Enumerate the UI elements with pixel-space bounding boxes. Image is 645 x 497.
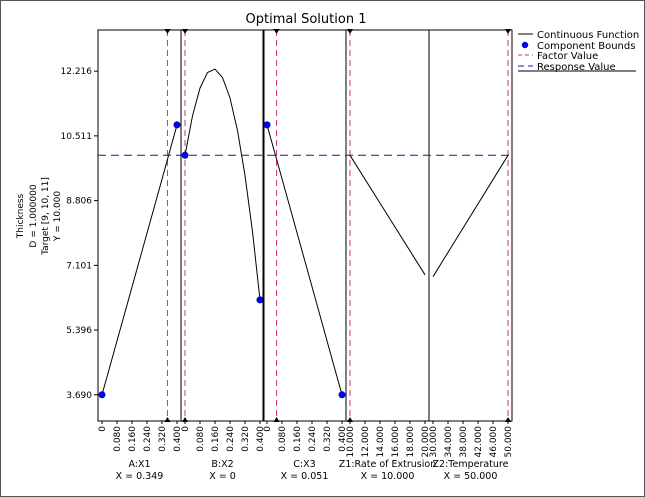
factor-name: Z1:Rate of Extrusion — [339, 459, 436, 470]
factor-value-marker-bottom — [182, 417, 188, 422]
factor-setting: X = 0.349 — [116, 471, 164, 482]
x-tick-label: 42.000 — [474, 426, 484, 458]
factor-value-marker-top — [182, 29, 188, 34]
factor-setting: X = 50.000 — [444, 471, 498, 482]
x-tick-label: 0.080 — [278, 426, 288, 452]
x-tick-label: 0.320 — [241, 426, 251, 452]
x-tick-label: 46.000 — [489, 426, 499, 458]
y-axis-label-line: Target [9, 10, 11] — [41, 177, 51, 256]
x-tick-label: 0.160 — [293, 426, 303, 452]
legend-label-continuous-function: Continuous Function — [537, 30, 639, 41]
factor-value-marker-bottom — [347, 417, 353, 422]
continuous-function-line — [101, 124, 178, 395]
factor-name: B:X2 — [211, 459, 233, 470]
x-tick-label: 20.000 — [421, 426, 431, 458]
factor-setting: X = 0.051 — [281, 471, 329, 482]
legend: Continuous Function Component Bounds Fac… — [518, 30, 639, 73]
x-tick-label: 34.000 — [444, 426, 454, 458]
x-tick-label: 0.240 — [143, 426, 153, 452]
y-axis-label-line: Y = 10.000 — [53, 191, 63, 243]
x-tick-label: 0.160 — [128, 426, 138, 452]
y-axis-ticks: 3.690 5.396 7.101 8.806 10.511 12.216 — [61, 67, 98, 401]
x-tick-label: 0.160 — [211, 426, 221, 452]
continuous-function-line — [349, 155, 426, 276]
panel-4: 30.000 34.000 38.000 42.000 46.000 50.000Z2:T… — [428, 29, 514, 482]
y-axis-label-line: Thickness — [16, 193, 26, 239]
x-tick-label: 10.000 — [346, 426, 356, 458]
continuous-function-line — [184, 68, 261, 300]
component-bound-point — [256, 296, 264, 304]
factor-value-marker-top — [164, 29, 171, 34]
y-tick-label: 12.216 — [61, 67, 93, 77]
factor-name: A:X1 — [128, 459, 150, 470]
x-tick-label: 38.000 — [459, 426, 469, 458]
component-bound-point — [173, 121, 181, 129]
legend-label-factor-value: Factor Value — [537, 51, 598, 62]
y-tick-label: 7.101 — [66, 261, 92, 271]
x-tick-label: 0.080 — [196, 426, 206, 452]
factor-value-marker-bottom — [273, 417, 280, 422]
y-tick-label: 10.511 — [61, 132, 93, 142]
x-tick-label: 0 — [263, 426, 273, 432]
panel-1: 0 0.080 0.160 0.240 0.320 0.400 B:X2X = 0 — [180, 29, 266, 482]
x-tick-label: 12.000 — [361, 426, 371, 458]
y-tick-label: 8.806 — [66, 197, 92, 207]
factor-value-marker-top — [347, 29, 353, 34]
factor-name: C:X3 — [293, 459, 315, 470]
panel-frame — [262, 29, 347, 422]
component-bound-point — [338, 391, 346, 399]
x-tick-label: 0.400 — [256, 426, 266, 452]
x-tick-label: 0 — [181, 426, 191, 432]
panel-3: 10.000 12.000 14.000 16.000 18.000 20.000Z1:R… — [339, 29, 436, 482]
continuous-function-line — [432, 155, 509, 277]
factor-value-marker-bottom — [164, 417, 171, 422]
factor-name: Z2:Temperature — [433, 459, 509, 470]
x-tick-label: 30.000 — [429, 426, 439, 458]
factor-value-marker-top — [505, 29, 511, 34]
panel-frame — [97, 29, 182, 422]
x-tick-label: 16.000 — [391, 426, 401, 458]
y-tick-label: 5.396 — [66, 326, 92, 336]
factor-setting: X = 0 — [209, 471, 236, 482]
y-axis-label: Thickness D = 1.000000 Target [9, 10, 11… — [16, 177, 63, 256]
factor-setting: X = 10.000 — [361, 471, 415, 482]
x-tick-label: 0.320 — [323, 426, 333, 452]
component-bound-point — [263, 121, 271, 129]
chart-title: Optimal Solution 1 — [246, 12, 367, 27]
factor-value-marker-top — [273, 29, 280, 34]
x-tick-label: 0.080 — [113, 426, 123, 452]
legend-swatch-component-bounds — [521, 41, 529, 49]
x-tick-label: 50.000 — [504, 426, 514, 458]
panel-frame — [428, 29, 513, 422]
panel-frame — [345, 29, 430, 422]
panel-0: 0 0.080 0.160 0.240 0.320 0.400 A:X1X = 0.349 — [97, 29, 183, 482]
y-tick-label: 3.690 — [66, 391, 92, 401]
factor-value-marker-bottom — [505, 417, 511, 422]
y-axis-label-line: D = 1.000000 — [29, 184, 39, 247]
legend-label-response-value: Response Value — [537, 62, 616, 73]
component-bound-point — [98, 391, 106, 399]
x-tick-label: 0.400 — [173, 426, 183, 452]
x-tick-label: 0.240 — [226, 426, 236, 452]
x-tick-label: 0 — [98, 426, 108, 432]
panel-frame — [180, 29, 265, 422]
x-tick-label: 18.000 — [406, 426, 416, 458]
x-tick-label: 0.320 — [158, 426, 168, 452]
x-tick-label: 14.000 — [376, 426, 386, 458]
x-tick-label: 0.400 — [338, 426, 348, 452]
continuous-function-line — [266, 124, 343, 395]
legend-label-component-bounds: Component Bounds — [537, 41, 635, 52]
panel-2: 0 0.080 0.160 0.240 0.320 0.400 C:X3X = 0.051 — [262, 29, 348, 482]
x-tick-label: 0.240 — [308, 426, 318, 452]
